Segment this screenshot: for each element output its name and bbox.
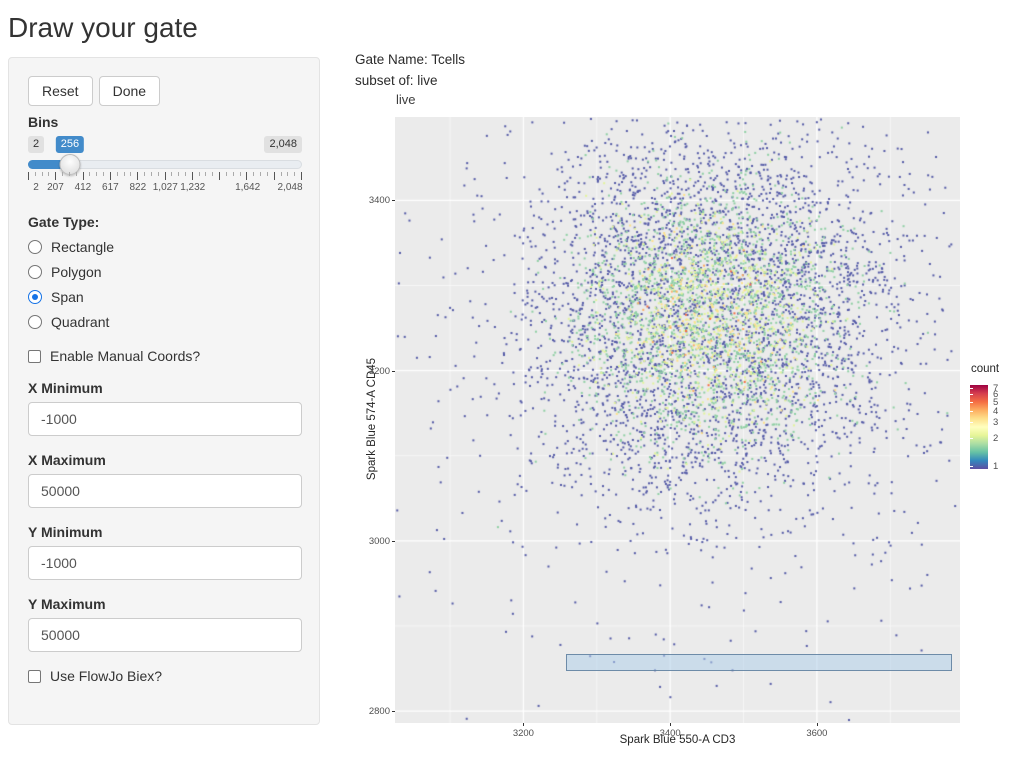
legend-tick-label: 7 (993, 383, 999, 395)
scatter-plot-canvas[interactable] (395, 117, 960, 723)
y-maximum-label: Y Maximum (28, 596, 106, 612)
x-maximum-field[interactable] (28, 474, 302, 508)
legend-tick-label: 2 (993, 433, 999, 445)
slider-grid-label: 617 (102, 182, 119, 193)
sidebar-panel: Reset Done Bins 2 256 2,048 2 207 412 617 82… (8, 57, 320, 725)
slider-min-badge: 2 (28, 136, 45, 153)
x-maximum-label: X Maximum (28, 452, 106, 468)
gate-type-option-polygon[interactable]: Polygon (28, 264, 300, 280)
slider-grid-label: 1,027 (152, 182, 178, 193)
legend-tick-mark (970, 394, 973, 396)
legend-tick-label: 4 (993, 405, 999, 417)
checkbox-label: Enable Manual Coords? (50, 348, 201, 364)
y-minimum-field[interactable] (28, 546, 302, 580)
y-maximum-field[interactable] (28, 618, 302, 652)
gate-name-text: Gate Name: Tcells (355, 52, 466, 67)
legend-tick-mark (970, 388, 973, 390)
slider-fill (28, 160, 74, 169)
slider-grid-label: 2 (33, 182, 39, 193)
slider-grid-label: 2,048 (277, 182, 303, 193)
checkbox-icon[interactable] (28, 349, 41, 363)
legend-tick-mark (970, 410, 973, 412)
enable-manual-coords-checkbox[interactable]: Enable Manual Coords? (28, 348, 300, 364)
gate-plot-area: Gate Name: Tcells subset of: live live S… (355, 49, 1012, 761)
gate-type-label: Gate Type: (28, 214, 100, 230)
radio-label: Rectangle (51, 239, 115, 255)
radio-icon[interactable] (28, 290, 42, 304)
legend-colorbar (970, 385, 988, 469)
slider-grid-label: 412 (74, 182, 92, 193)
radio-label: Quadrant (51, 314, 110, 330)
legend-tick-mark (970, 422, 973, 424)
radio-label: Polygon (51, 264, 102, 280)
plot-title: live (396, 92, 416, 107)
legend-tick-label: 3 (993, 417, 999, 429)
gate-type-option-span[interactable]: Span (28, 289, 300, 305)
legend-tick-label: 6 (993, 389, 999, 401)
bins-label: Bins (28, 114, 59, 130)
slider-grid-label: 207 (47, 182, 64, 193)
checkbox-label: Use FlowJo Biex? (50, 668, 163, 684)
gate-type-option-rectangle[interactable]: Rectangle (28, 239, 300, 255)
button-row: Reset Done (28, 76, 300, 106)
legend-tick-label: 1 (993, 461, 999, 473)
slider-max-badge: 2,048 (264, 136, 302, 153)
x-axis-title: Spark Blue 550-A CD3 (619, 734, 736, 746)
gate-type-option-quadrant[interactable]: Quadrant (28, 314, 300, 330)
radio-icon[interactable] (28, 240, 42, 254)
y-axis-title: Spark Blue 574-A CD45 (366, 357, 378, 481)
radio-label: Span (51, 289, 84, 305)
bins-slider[interactable]: 2 256 2,048 2 207 412 617 822 1,027 1,232 1,642… (28, 136, 303, 198)
radio-icon[interactable] (28, 265, 42, 279)
slider-grid-label: 822 (129, 182, 147, 193)
done-button[interactable]: Done (98, 76, 161, 106)
reset-button[interactable]: Reset (28, 76, 93, 106)
radio-icon[interactable] (28, 315, 42, 329)
use-flowjo-biex-checkbox[interactable]: Use FlowJo Biex? (28, 668, 300, 684)
y-minimum-label: Y Minimum (28, 524, 103, 540)
slider-grid-label: 1,232 (180, 182, 206, 193)
slider-grid-labels: 2 207 412 617 822 1,027 1,232 1,642 2,048 (28, 182, 302, 196)
page-title: Draw your gate (8, 12, 198, 43)
slider-value-badge: 256 (55, 136, 85, 153)
legend-tick-label: 5 (993, 396, 999, 408)
span-gate-selection-rect[interactable] (565, 654, 952, 672)
legend-tick-mark (970, 438, 973, 440)
checkbox-icon[interactable] (28, 669, 41, 683)
slider-grid-label: 1,642 (235, 182, 261, 193)
legend-tick-mark (970, 466, 973, 468)
legend-title: count (971, 363, 1000, 375)
x-minimum-label: X Minimum (28, 380, 103, 396)
x-minimum-field[interactable] (28, 402, 302, 436)
slider-tick-marks (28, 172, 302, 180)
subset-of-text: subset of: live (355, 73, 438, 88)
legend-tick-mark (970, 401, 973, 403)
